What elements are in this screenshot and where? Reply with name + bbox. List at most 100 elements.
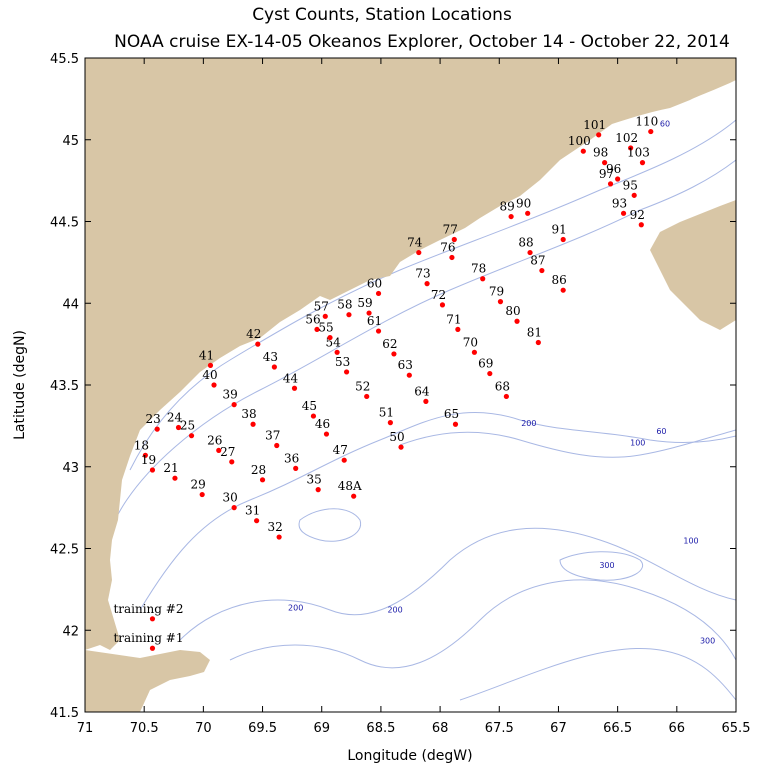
station-marker xyxy=(351,493,357,499)
station-marker xyxy=(154,426,160,432)
station-label: 64 xyxy=(414,384,430,398)
station-marker xyxy=(615,176,621,182)
station-label: 41 xyxy=(199,348,214,362)
station-marker xyxy=(497,299,504,305)
station-marker xyxy=(508,213,514,220)
lat-tick-label: 42 xyxy=(62,624,79,639)
lon-tick-label: 66.5 xyxy=(603,721,632,736)
station-marker xyxy=(207,362,214,368)
lon-tick-label: 67 xyxy=(550,721,567,736)
station-label: 87 xyxy=(530,254,545,268)
station-marker xyxy=(149,616,156,622)
station-label: 23 xyxy=(146,412,161,426)
contour-depth-label: 200 xyxy=(521,419,536,428)
station-label: 71 xyxy=(446,312,461,326)
station-marker xyxy=(471,349,478,355)
station-label: 89 xyxy=(499,200,514,214)
station-label: 86 xyxy=(552,273,567,287)
lon-tick-label: 65.5 xyxy=(722,721,751,736)
contour-100m xyxy=(114,159,736,521)
station-label: 21 xyxy=(163,461,178,475)
station-marker xyxy=(560,287,566,293)
contour-ledge xyxy=(298,508,362,542)
station-label: 42 xyxy=(246,327,261,341)
station-marker xyxy=(254,518,260,524)
station-label: 95 xyxy=(623,178,638,192)
station-marker xyxy=(580,148,586,154)
station-label: 44 xyxy=(283,371,299,385)
station-marker xyxy=(259,477,266,483)
station-label: 24 xyxy=(167,411,183,425)
contour-depth-label: 200 xyxy=(387,605,402,614)
station-marker xyxy=(539,267,545,274)
station-label: 93 xyxy=(612,196,627,210)
station-label: 52 xyxy=(355,379,370,393)
contour-100m-east xyxy=(399,429,736,458)
station-label: 78 xyxy=(471,262,486,276)
station-label: 48A xyxy=(338,479,362,493)
station-marker xyxy=(387,420,393,426)
station-marker xyxy=(452,421,459,427)
station-label: 88 xyxy=(518,236,533,250)
station-marker xyxy=(366,310,372,316)
station-marker xyxy=(142,452,148,458)
station-label: 38 xyxy=(241,407,256,421)
station-label: 98 xyxy=(593,146,608,160)
station-marker xyxy=(343,369,350,375)
station-marker xyxy=(487,370,493,377)
station-marker xyxy=(391,351,397,357)
station-label: 29 xyxy=(191,478,206,492)
station-label: 63 xyxy=(398,358,413,372)
station-label: 57 xyxy=(314,299,329,313)
station-label: 37 xyxy=(265,428,280,442)
lon-tick-label: 66 xyxy=(669,721,686,736)
station-marker xyxy=(291,385,298,391)
station-label: 56 xyxy=(305,312,320,326)
station-marker xyxy=(375,290,382,297)
station-marker xyxy=(607,181,614,187)
station-marker xyxy=(602,160,608,166)
station-label: 103 xyxy=(627,146,650,160)
station-marker xyxy=(149,467,156,473)
station-marker xyxy=(648,128,654,135)
station-label: 28 xyxy=(251,463,266,477)
lat-tick-label: 44 xyxy=(62,297,79,312)
station-marker xyxy=(216,447,222,453)
station-label: 32 xyxy=(267,520,282,534)
station-label: 60 xyxy=(367,276,382,290)
station-label: 70 xyxy=(463,335,478,349)
station-marker xyxy=(423,398,429,404)
station-label: 25 xyxy=(180,419,195,433)
lon-tick-label: 68 xyxy=(432,721,449,736)
station-label: 90 xyxy=(516,196,531,210)
station-marker xyxy=(416,249,422,256)
station-label: 45 xyxy=(302,399,317,413)
station-marker xyxy=(525,210,531,216)
lon-tick-label: 68.5 xyxy=(366,721,395,736)
station-label: 43 xyxy=(263,350,278,364)
x-axis-label: Longitude (degW) xyxy=(347,748,472,764)
contour-labels: 60 60 100 100 200 200 200 300 300 xyxy=(288,120,715,646)
station-label: 80 xyxy=(505,304,520,318)
lat-tick-label: 45.5 xyxy=(50,52,79,67)
longitude-axis: 71 70.5 70 69.5 69 68.5 68 67.5 67 66.5 66 65.5 xyxy=(77,58,751,736)
station-marker xyxy=(315,487,321,493)
lon-tick-label: 69 xyxy=(313,721,330,736)
station-label: 61 xyxy=(367,314,382,328)
station-marker xyxy=(175,424,182,431)
station-label: 77 xyxy=(443,222,458,236)
lat-tick-label: 43.5 xyxy=(50,379,79,394)
station-label: 58 xyxy=(337,298,352,312)
lat-tick-label: 43 xyxy=(62,461,79,476)
contour-300m-south xyxy=(459,648,736,701)
station-marker xyxy=(322,313,328,319)
station-marker xyxy=(341,457,347,463)
station-label: 30 xyxy=(222,491,237,505)
station-label: 97 xyxy=(599,167,614,181)
station-marker xyxy=(451,236,457,243)
station-label: 59 xyxy=(357,296,372,310)
station-marker xyxy=(620,210,627,216)
depth-contours xyxy=(114,119,736,701)
station-marker xyxy=(334,349,340,355)
